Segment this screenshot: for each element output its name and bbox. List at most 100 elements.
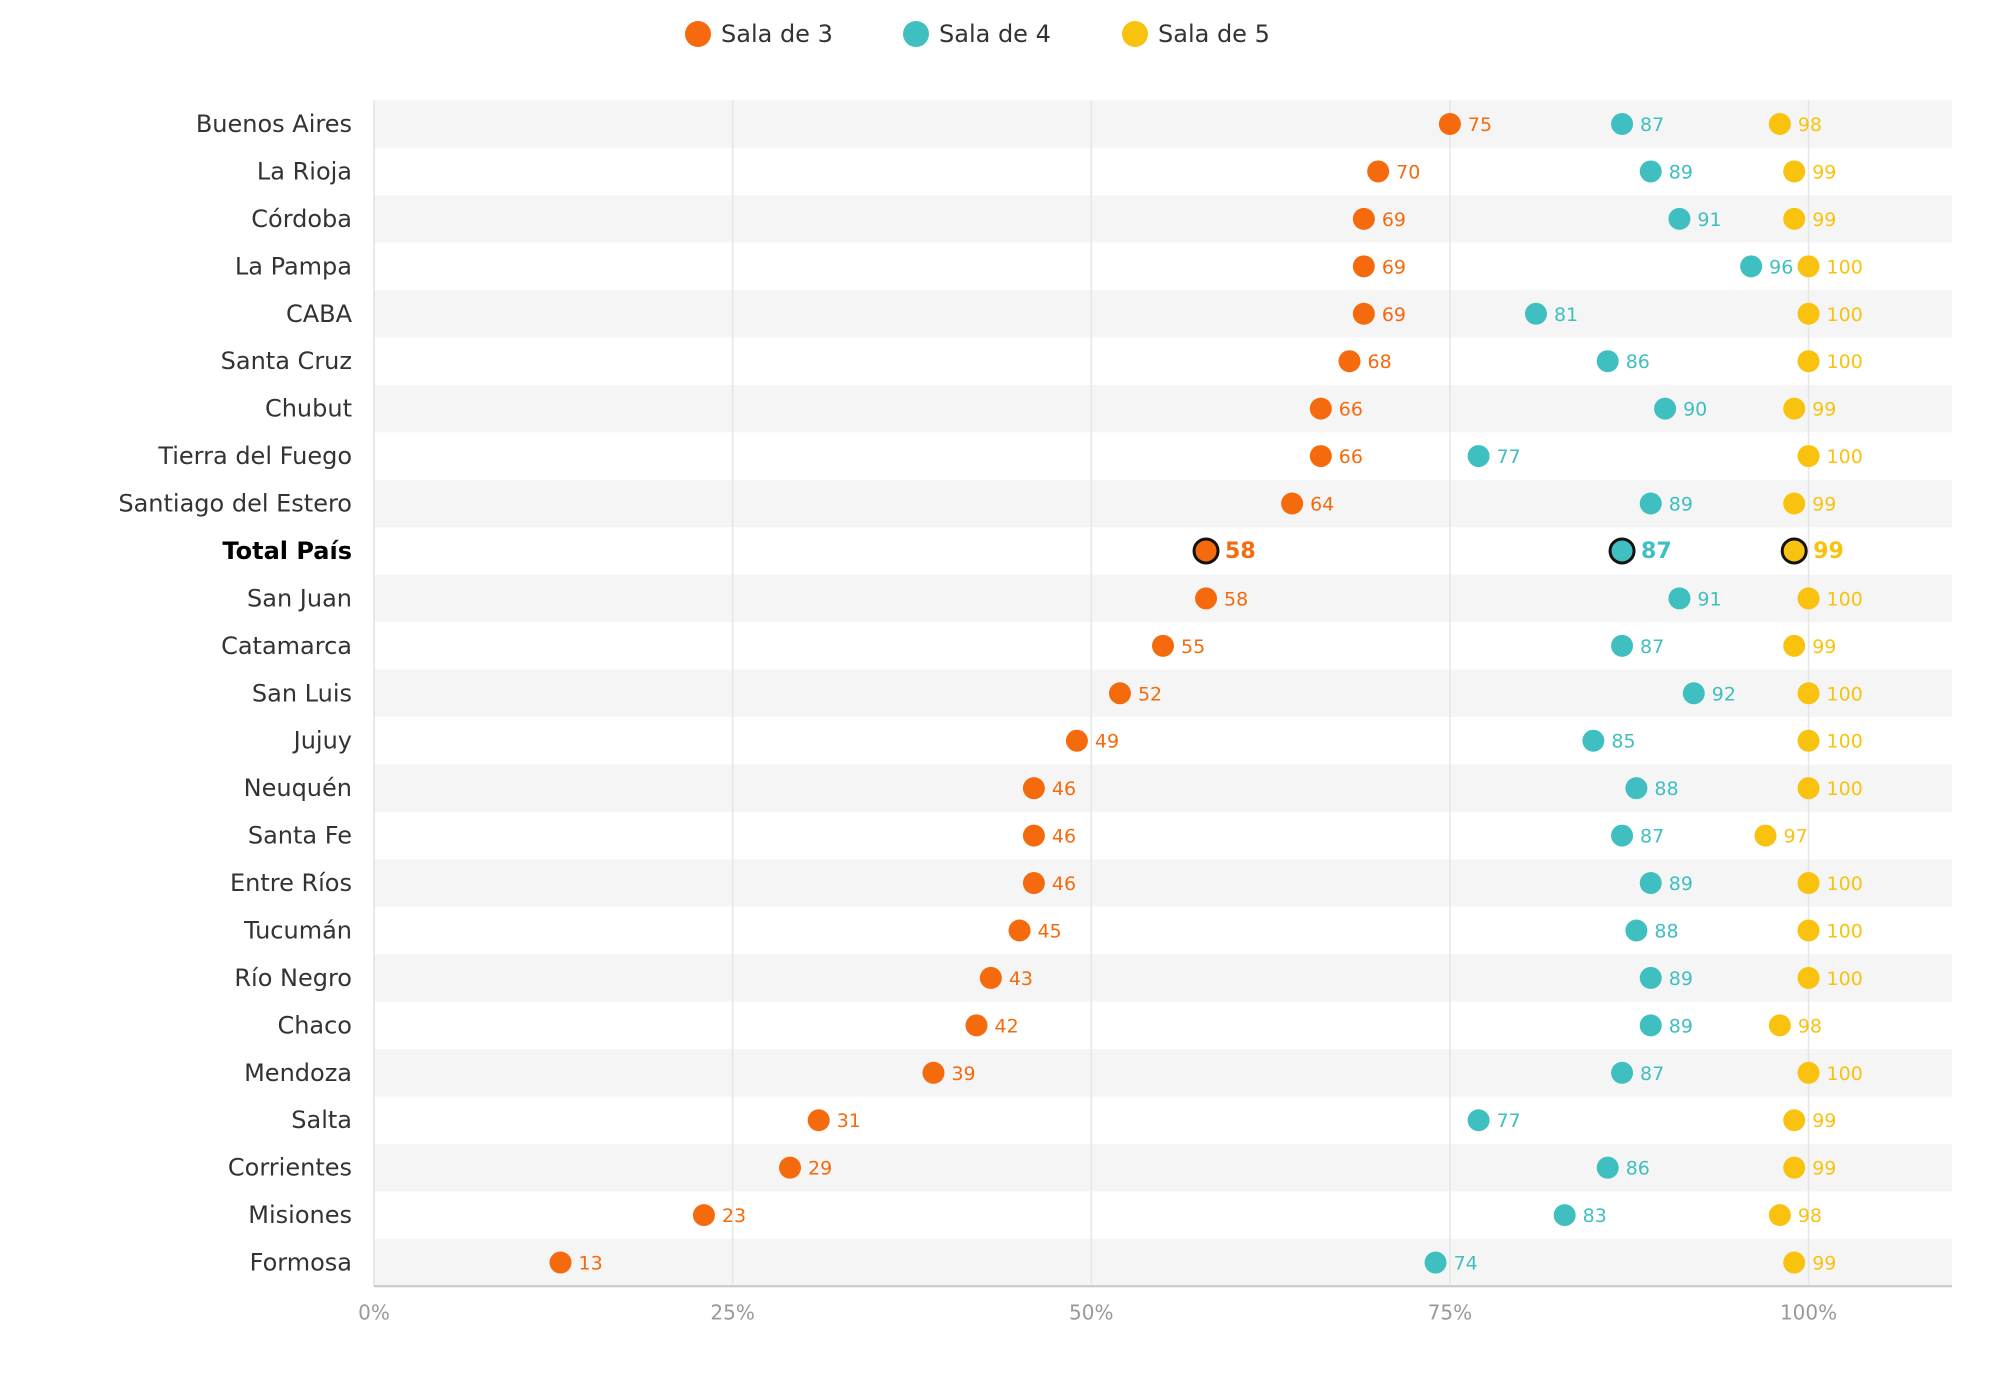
x-tick-label-0: 0% (358, 1300, 390, 1324)
marker-sala-de-4-santa-cruz (1596, 350, 1619, 373)
marker-sala-de-4-catamarca (1611, 634, 1634, 657)
marker-sala-de-4-tierra-del-fuego (1467, 445, 1490, 468)
gridlines (731, 100, 1810, 1287)
value-label-sala-de-5-catamarca: 99 (1812, 636, 1836, 658)
value-label-sala-de-3-mendoza: 39 (951, 1063, 975, 1085)
value-label-sala-de-5-jujuy: 100 (1827, 731, 1863, 753)
value-label-sala-de-4-catamarca: 87 (1640, 636, 1664, 658)
marker-sala-de-5-san-juan (1797, 587, 1820, 610)
value-label-sala-de-4-san-luis: 92 (1712, 683, 1736, 705)
marker-sala-de-4-mendoza (1611, 1061, 1634, 1084)
marker-sala-de-4-entre-rios (1639, 872, 1662, 895)
marker-sala-de-3-san-luis (1108, 682, 1131, 705)
marker-sala-de-4-neuquen (1625, 777, 1648, 800)
row-labels: Buenos Aires La Rioja Córdoba La Pampa CABA S… (118, 110, 352, 1277)
marker-sala-de-3-neuquen (1022, 777, 1045, 800)
value-label-sala-de-4-la-rioja: 89 (1669, 161, 1693, 183)
legend-swatch-sala-de-4 (903, 21, 929, 47)
row-label-tierra-del-fuego: Tierra del Fuego (157, 442, 352, 470)
value-label-sala-de-5-la-pampa: 100 (1827, 256, 1863, 278)
marker-sala-de-3-corrientes (779, 1156, 802, 1179)
x-tick-label-25: 25% (710, 1300, 754, 1324)
legend-swatch-sala-de-5 (1122, 21, 1148, 47)
value-label-sala-de-5-chubut: 99 (1812, 399, 1836, 421)
marker-sala-de-4-jujuy (1582, 729, 1605, 752)
marker-sala-de-4-rio-negro (1639, 966, 1662, 989)
legend-label-sala-de-5: Sala de 5 (1158, 20, 1270, 48)
marker-sala-de-4-chubut (1654, 397, 1677, 420)
value-label-sala-de-3-caba: 69 (1382, 304, 1406, 326)
row-label-chubut: Chubut (265, 395, 352, 423)
marker-sala-de-3-caba (1352, 302, 1375, 325)
marker-sala-de-3-mendoza (922, 1061, 945, 1084)
value-label-sala-de-3-misiones: 23 (722, 1205, 746, 1227)
value-label-sala-de-5-la-rioja: 99 (1812, 161, 1836, 183)
marker-sala-de-4-santiago-del-estero (1639, 492, 1662, 515)
row-label-san-juan: San Juan (247, 584, 352, 612)
marker-sala-de-5-chaco (1768, 1014, 1791, 1037)
marker-sala-de-3-santa-cruz (1338, 350, 1361, 373)
marker-sala-de-4-salta (1467, 1109, 1490, 1132)
row-label-santiago-del-estero: Santiago del Estero (118, 490, 352, 518)
value-label-sala-de-4-corrientes: 86 (1626, 1158, 1650, 1180)
marker-sala-de-5-entre-rios (1797, 872, 1820, 895)
value-label-sala-de-4-tierra-del-fuego: 77 (1497, 446, 1521, 468)
marker-sala-de-3-tucuman (1008, 919, 1031, 942)
value-label-sala-de-4-cordoba: 91 (1697, 209, 1721, 231)
value-label-sala-de-3-catamarca: 55 (1181, 636, 1205, 658)
value-label-sala-de-3-chaco: 42 (995, 1015, 1019, 1037)
row-label-cordoba: Córdoba (251, 205, 352, 233)
value-label-sala-de-5-santa-fe: 97 (1784, 826, 1808, 848)
row-label-san-luis: San Luis (252, 679, 352, 707)
marker-sala-de-3-entre-rios (1022, 872, 1045, 895)
marker-sala-de-3-rio-negro (979, 966, 1002, 989)
x-tick-label-50: 50% (1069, 1300, 1113, 1324)
value-label-sala-de-4-entre-rios: 89 (1669, 873, 1693, 895)
value-label-sala-de-3-san-luis: 52 (1138, 683, 1162, 705)
row-band-santiago-del-estero (374, 479, 1952, 528)
legend-label-sala-de-4: Sala de 4 (939, 20, 1051, 48)
value-label-sala-de-3-la-rioja: 70 (1396, 161, 1420, 183)
value-label-sala-de-3-corrientes: 29 (808, 1158, 832, 1180)
marker-sala-de-4-la-rioja (1639, 160, 1662, 183)
value-label-sala-de-5-neuquen: 100 (1827, 778, 1863, 800)
marker-sala-de-5-caba (1797, 302, 1820, 325)
marker-sala-de-3-catamarca (1152, 634, 1174, 657)
marker-sala-de-5-santiago-del-estero (1783, 492, 1806, 515)
marker-sala-de-4-caba (1524, 302, 1547, 325)
marker-sala-de-5-tierra-del-fuego (1797, 445, 1820, 468)
value-label-sala-de-5-cordoba: 99 (1812, 209, 1836, 231)
value-label-sala-de-5-total-pais: 99 (1813, 539, 1844, 564)
marker-sala-de-5-chubut (1783, 397, 1806, 420)
row-band-entre-rios (374, 859, 1952, 907)
value-label-sala-de-5-corrientes: 99 (1812, 1158, 1836, 1180)
marker-sala-de-5-formosa (1783, 1251, 1806, 1274)
marker-sala-de-3-buenos-aires (1438, 113, 1461, 135)
marker-sala-de-5-san-luis (1797, 682, 1820, 705)
row-label-la-rioja: La Rioja (257, 157, 352, 185)
marker-sala-de-3-san-juan (1195, 587, 1218, 610)
value-label-sala-de-3-santiago-del-estero: 64 (1310, 494, 1334, 516)
value-label-sala-de-5-mendoza: 100 (1827, 1063, 1863, 1085)
value-label-sala-de-4-misiones: 83 (1583, 1205, 1607, 1227)
value-label-sala-de-4-total-pais: 87 (1641, 539, 1672, 564)
value-label-sala-de-3-san-juan: 58 (1224, 588, 1248, 610)
marker-sala-de-3-la-rioja (1367, 160, 1390, 183)
value-label-sala-de-4-buenos-aires: 87 (1640, 114, 1664, 136)
marker-sala-de-4-total-pais (1608, 537, 1636, 565)
marker-sala-de-3-chaco (965, 1014, 988, 1037)
value-label-sala-de-3-neuquen: 46 (1052, 778, 1076, 800)
value-label-sala-de-4-formosa: 74 (1454, 1253, 1478, 1275)
row-label-corrientes: Corrientes (228, 1154, 352, 1182)
row-label-misiones: Misiones (248, 1201, 352, 1229)
value-label-sala-de-3-salta: 31 (837, 1110, 861, 1132)
value-label-sala-de-3-total-pais: 58 (1225, 539, 1256, 564)
row-label-formosa: Formosa (250, 1249, 352, 1277)
marker-sala-de-4-chaco (1639, 1014, 1662, 1037)
marker-sala-de-3-santiago-del-estero (1281, 492, 1304, 515)
marker-sala-de-5-jujuy (1797, 729, 1820, 752)
row-label-catamarca: Catamarca (221, 632, 352, 660)
marker-sala-de-3-formosa (549, 1251, 572, 1274)
row-band-formosa (374, 1238, 1952, 1287)
row-label-buenos-aires: Buenos Aires (196, 110, 352, 138)
